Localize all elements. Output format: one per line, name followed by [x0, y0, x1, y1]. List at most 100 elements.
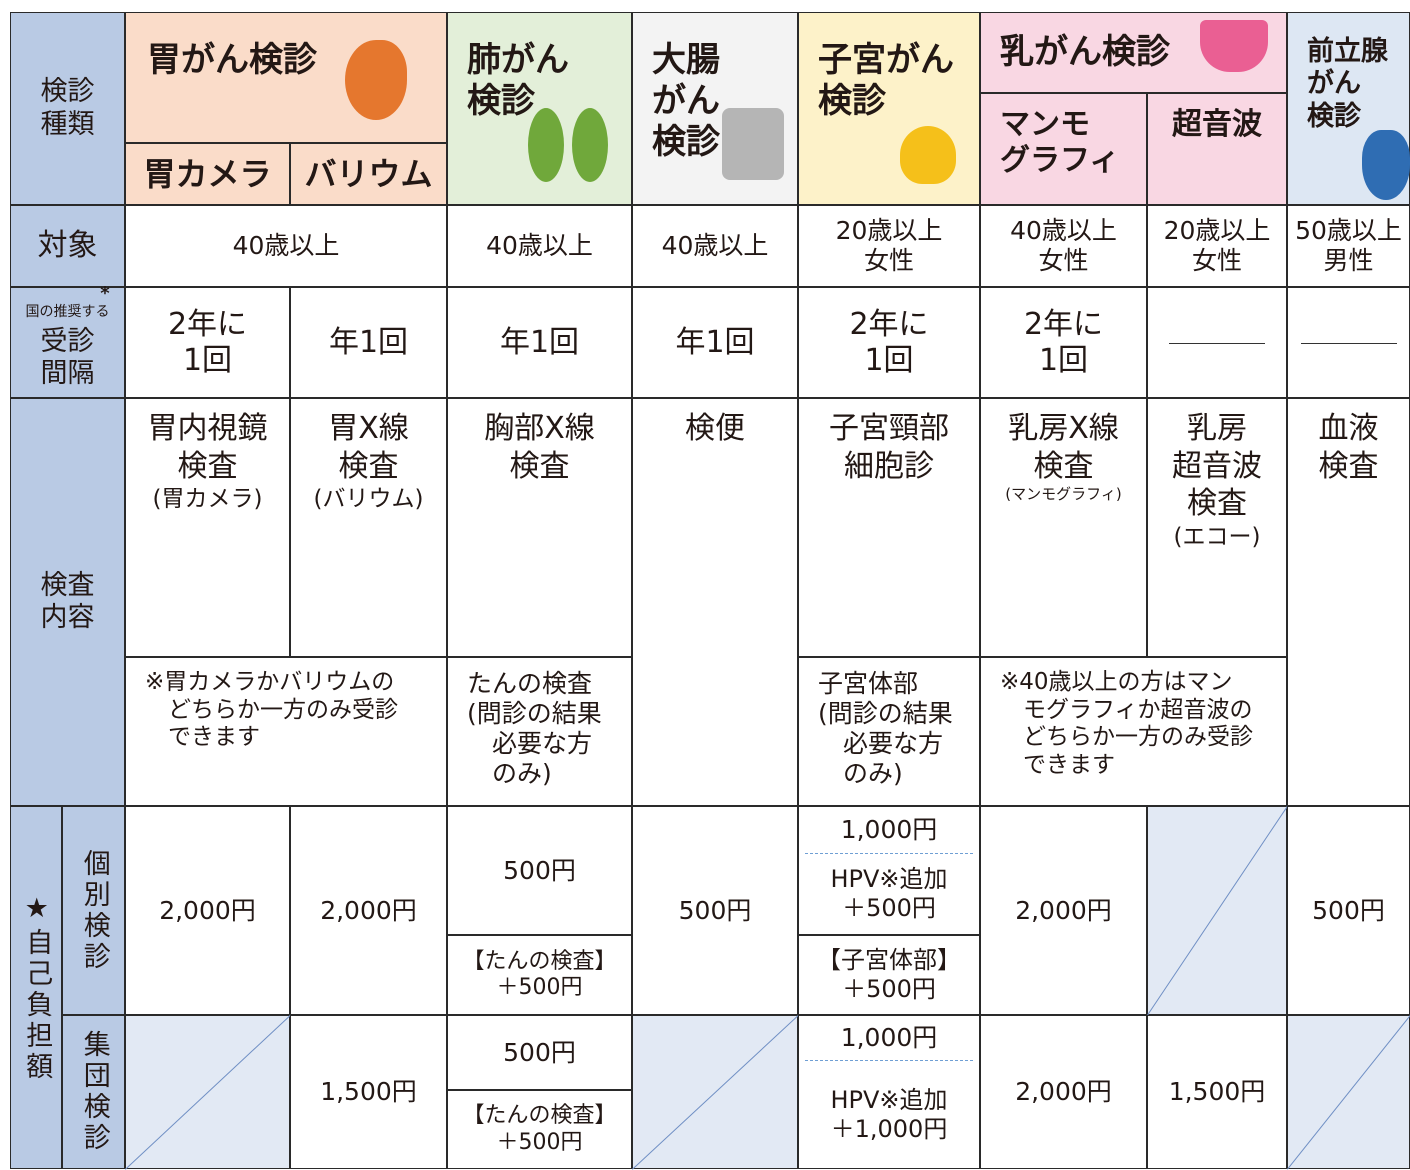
cell [1147, 398, 1287, 657]
cell-text: 検診 種類 [40, 76, 95, 140]
cell [447, 287, 632, 398]
cell [125, 205, 447, 287]
cell-text: HPV※追加 ＋500円 [830, 865, 948, 922]
cell [125, 398, 290, 657]
cell-text: 大腸 がん 検診 [652, 40, 720, 162]
cell-text: 対象 [37, 228, 98, 263]
cell [632, 806, 798, 1015]
test-name: 胃内視鏡 検査 [147, 411, 268, 484]
cell [447, 657, 632, 806]
cell-text: 胃カメラ [143, 154, 272, 193]
test-sub: (バリウム) [313, 486, 424, 512]
cell-text: 個別検診 [78, 848, 110, 973]
cell-text: 20歳以上 女性 [835, 216, 943, 275]
cell [10, 806, 62, 1169]
cell-text: 前立腺 がん 検診 [1307, 36, 1388, 132]
cell-text: 40歳以上 [486, 231, 593, 260]
cell-text: 40歳以上 [232, 231, 340, 260]
cell-text: * [100, 283, 110, 305]
cell [632, 398, 798, 806]
cell-text: 20歳以上 女性 [1163, 216, 1271, 275]
test-sub: (胃カメラ) [152, 486, 263, 512]
cell [447, 1090, 632, 1169]
cell [1147, 287, 1287, 398]
cell-content: 胃内視鏡 検査 (胃カメラ) [125, 410, 290, 514]
cell-text: 40歳以上 女性 [1010, 216, 1117, 275]
cell-text: 2年に 1回 [849, 306, 929, 378]
cell-text: 年1回 [675, 324, 755, 360]
cell [1147, 93, 1287, 205]
cell [125, 287, 290, 398]
cell [125, 1015, 290, 1169]
cell [10, 205, 125, 287]
icon [1362, 130, 1410, 200]
dash-line [1169, 343, 1265, 344]
cell [1287, 205, 1410, 287]
cell [1287, 287, 1410, 398]
cell-text: 2,000円 [320, 895, 417, 925]
cell [980, 398, 1147, 657]
cell [10, 12, 125, 205]
cell [447, 398, 632, 657]
cell-text: 2年に 1回 [167, 306, 248, 378]
cell [62, 806, 125, 1015]
cell-text: 【子宮体部】 ＋500円 [817, 946, 961, 1003]
cell [980, 205, 1147, 287]
cell [62, 1015, 125, 1169]
cell [798, 287, 980, 398]
icon [572, 108, 608, 182]
cell-content: 血液 検査 [1287, 410, 1410, 485]
note-text: ※40歳以上の方はマン モグラフィか超音波の どちらか一方のみ受診 できます [1000, 669, 1253, 778]
cell [447, 205, 632, 287]
cell [125, 143, 290, 205]
cell-content: 子宮頸部 細胞診 [798, 410, 980, 485]
cell [980, 806, 1147, 1015]
icon [345, 40, 407, 120]
cell [798, 1015, 980, 1169]
note-text: 子宮体部 (問診の結果 必要な方 のみ) [818, 669, 953, 788]
cell [980, 1015, 1147, 1169]
test-sub: (マンモグラフィ) [1005, 485, 1122, 503]
test-sub: (エコー) [1173, 523, 1261, 550]
cell [290, 806, 447, 1015]
cell [798, 657, 980, 806]
cell [447, 935, 632, 1015]
cell-text: 集団検診 [78, 1030, 110, 1154]
icon [528, 108, 564, 182]
cell [980, 93, 1147, 205]
dash-line [1300, 343, 1397, 344]
cell [798, 806, 980, 935]
cell [290, 287, 447, 398]
cell-text: 2,000円 [159, 895, 256, 925]
test-name: 胃X線 検査 [328, 411, 409, 484]
cell-text: 子宮がん 検診 [818, 40, 954, 121]
cell-text: 2,000円 [1015, 895, 1112, 925]
cell-text: 受診 間隔 [40, 325, 95, 389]
cell-text: 2,000円 [1015, 1077, 1112, 1106]
cell [1287, 806, 1410, 1015]
cell-text: 超音波 [1172, 107, 1262, 142]
cell [290, 143, 447, 205]
cell-text: 年1回 [499, 324, 580, 360]
cell-text: マンモ グラフィ [1000, 107, 1120, 178]
cell-text: 500円 [1312, 895, 1385, 925]
cell-text: 年1回 [328, 324, 409, 360]
cell [10, 398, 125, 806]
cell [125, 806, 290, 1015]
cell-text: 【たんの検査】 ＋500円 [462, 1103, 617, 1155]
dashed-divider [805, 1060, 973, 1061]
test-name: 胸部X線 検査 [484, 411, 595, 484]
cell-text: 国の推奨する [25, 303, 110, 320]
cell [798, 398, 980, 657]
cell-text: バリウム [304, 154, 433, 193]
cell-text: 500円 [503, 855, 576, 885]
cell [980, 287, 1147, 398]
cell [798, 935, 980, 1015]
cell [125, 657, 447, 806]
cell-text: 1,500円 [320, 1077, 417, 1106]
dashed-divider [805, 853, 973, 854]
cell-text: 肺がん 検診 [467, 40, 569, 121]
icon [900, 126, 956, 184]
cell [632, 287, 798, 398]
test-name: 子宮頸部 細胞診 [829, 411, 949, 484]
